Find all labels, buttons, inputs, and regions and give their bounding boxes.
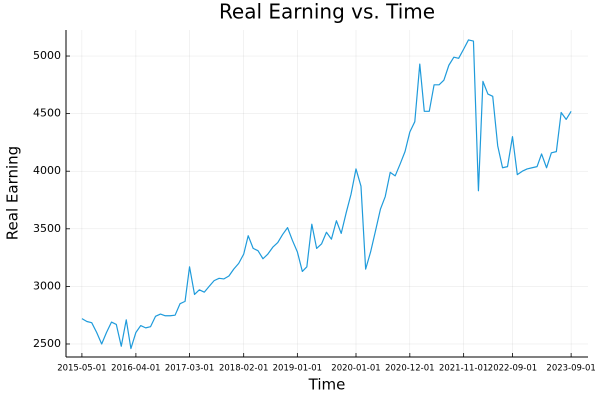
y-tick-label: 2500	[33, 337, 61, 350]
chart-title: Real Earning vs. Time	[219, 0, 435, 24]
x-tick-label: 2018-02-01	[219, 364, 268, 374]
x-tick-label: 2020-12-01	[385, 364, 434, 374]
y-tick-label: 4500	[33, 107, 61, 120]
x-tick-label: 2017-03-01	[165, 364, 214, 374]
y-tick-label: 3000	[33, 279, 61, 292]
y-axis-label: Real Earning	[4, 146, 22, 240]
y-tick-label: 5000	[33, 49, 61, 62]
x-tick-label: 2022-09-01	[488, 364, 537, 374]
data-line	[81, 39, 572, 350]
x-tick-label: 2015-05-01	[57, 364, 106, 374]
x-tick-label: 2016-04-01	[111, 364, 160, 374]
x-tick-label: 2021-11-01	[439, 364, 488, 374]
y-tick-label: 4000	[33, 164, 61, 177]
y-tick-label: 3500	[33, 222, 61, 235]
x-tick-label: 2023-09-01	[546, 364, 595, 374]
x-axis-label: Time	[308, 376, 346, 394]
x-tick-label: 2019-01-01	[273, 364, 322, 374]
x-tick-label: 2020-01-01	[331, 364, 380, 374]
